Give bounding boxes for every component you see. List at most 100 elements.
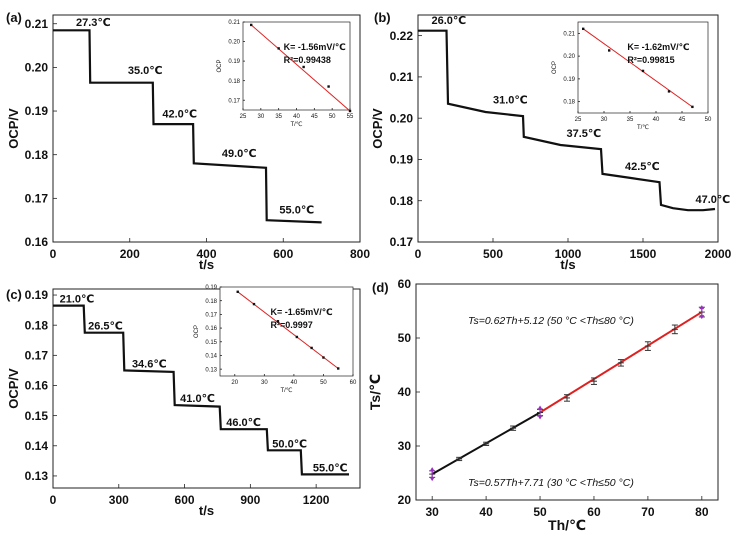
inset-y-tick-label: 0.19: [205, 285, 217, 291]
y-axis-label: OCP/V: [6, 108, 21, 149]
fit-equation-low: Ts=0.57Th+7.71 (30 °C <Th≤50 °C): [468, 477, 634, 489]
inset-data-point: [302, 65, 305, 69]
inset-y-tick-label: 0.13: [205, 367, 217, 373]
temperature-label: 26.5℃: [88, 321, 123, 333]
temperature-label: 47.0℃: [696, 194, 731, 206]
x-tick-label: 1200: [303, 493, 330, 507]
x-tick-label: 600: [175, 493, 195, 507]
temperature-label: 31.0℃: [493, 95, 528, 107]
inset-data-point: [250, 23, 253, 27]
series-line: [53, 304, 349, 476]
inset-x-tick-label: 35: [275, 114, 282, 120]
x-tick-label: 200: [120, 247, 140, 261]
x-tick-label: 40: [479, 505, 493, 519]
temperature-label: 55.0℃: [313, 462, 348, 474]
x-tick-label: 800: [350, 247, 370, 261]
y-axis-label: Ts/℃: [367, 374, 383, 410]
fit-equation-high: Ts=0.62Th+5.12 (50 °C <Th≤80 °C): [468, 315, 634, 327]
axes: 0 300 600 900 1200 0.13 0.14 0.15 0.16 0.17 0.18 0.…: [25, 288, 361, 507]
y-tick-label: 20: [398, 493, 412, 507]
inset-y-tick-label: 0.21: [228, 20, 240, 26]
y-tick-label: 0.14: [25, 439, 49, 453]
y-tick-label: 60: [398, 277, 412, 291]
x-tick-label: 400: [196, 247, 216, 261]
inset-data-point: [641, 69, 645, 73]
y-tick-label: 30: [398, 439, 412, 453]
y-tick-label: 0.16: [25, 235, 49, 249]
y-tick-label: 0.19: [390, 153, 414, 167]
inset-y-tick-label: 0.17: [228, 98, 240, 104]
outlier-marker: [429, 467, 435, 482]
inset-fit-text: K= -1.56mV/℃: [284, 42, 346, 52]
inset-y-tick-label: 0.16: [205, 326, 217, 332]
inset-plot-frame: [219, 286, 354, 377]
y-tick-label: 0.21: [390, 70, 414, 84]
x-tick-label: 30: [425, 505, 439, 519]
plot-frame: [52, 288, 361, 489]
series-line: [418, 29, 716, 212]
inset-x-tick-label: 50: [329, 114, 336, 120]
inset-data-point: [667, 90, 671, 93]
inset-x-axis-label: T/℃: [280, 387, 292, 394]
y-tick-label: 0.16: [25, 379, 49, 393]
inset-y-axis-label: OCP: [194, 325, 200, 338]
temperature-label: 26.0℃: [432, 15, 467, 27]
inset-y-tick-label: 0.18: [563, 100, 575, 106]
inset-data-point: [348, 109, 352, 113]
y-tick-label: 0.19: [25, 288, 49, 302]
inset-y-tick-label: 0.21: [563, 31, 575, 37]
inset-x-tick-label: 45: [311, 114, 318, 120]
inset-fit-line: [582, 28, 693, 108]
temperature-label: 50.0℃: [272, 438, 307, 450]
y-axis-label: OCP/V: [6, 368, 21, 409]
inset-x-tick-label: 35: [627, 117, 634, 123]
y-tick-label: 0.18: [25, 148, 49, 162]
temperature-label: 55.0℃: [279, 205, 314, 217]
inset-fit-line: [250, 24, 351, 112]
inset-x-tick-label: 55: [347, 114, 354, 120]
y-axis-label: OCP/V: [370, 108, 385, 149]
inset-data-point: [310, 346, 313, 350]
x-axis-label: t/s: [199, 503, 214, 518]
x-tick-label: 2000: [705, 247, 732, 261]
inset-axes: 20 30 40 50 60 0.13 0.14 0.15 0.16 0.17 0.18 0.19: [205, 285, 357, 386]
inset-axes: 25 30 35 40 45 50 0.18 0.19 0.20 0.21: [563, 21, 712, 123]
temperature-label: 41.0℃: [180, 393, 215, 405]
panel-label: (c): [6, 287, 22, 302]
inset-y-axis-label: OCP: [552, 61, 558, 74]
series-line: [53, 29, 322, 224]
inset-data-point: [236, 290, 239, 293]
temperature-label: 37.5℃: [567, 128, 602, 140]
inset-data-point: [295, 335, 299, 339]
y-tick-label: 0.18: [25, 318, 49, 332]
inset-x-tick-label: 50: [705, 117, 712, 123]
x-tick-label: 0: [50, 493, 57, 507]
inset-y-tick-label: 0.14: [205, 354, 217, 360]
x-tick-label: 600: [273, 247, 293, 261]
inset-x-tick-label: 30: [601, 117, 608, 123]
temperature-label: 27.3℃: [76, 17, 111, 29]
inset-background: [578, 22, 708, 113]
panel-label: (d): [372, 280, 389, 295]
inset-y-tick-label: 0.19: [228, 59, 240, 65]
inset-data-point: [276, 320, 280, 323]
panel-label: (a): [6, 10, 22, 25]
y-tick-label: 0.21: [25, 17, 49, 31]
y-tick-label: 0.22: [390, 29, 414, 43]
y-tick-label: 0.20: [390, 111, 414, 125]
inset-x-tick-label: 40: [653, 117, 660, 123]
temperature-label: 42.5℃: [625, 161, 660, 173]
y-tick-label: 0.15: [25, 409, 49, 423]
inset-x-tick-label: 60: [350, 380, 357, 386]
inset-x-axis-label: T/℃: [637, 124, 649, 131]
x-tick-label: 80: [695, 505, 709, 519]
inset-x-tick-label: 20: [231, 380, 238, 386]
temperature-label: 46.0℃: [226, 417, 261, 429]
outlier-marker: [699, 305, 705, 320]
y-tick-label: 0.17: [390, 235, 414, 249]
y-tick-label: 0.18: [390, 194, 414, 208]
temperature-label: 34.6℃: [132, 358, 167, 370]
axes: 30 40 50 60 70 80 20 30 40 50 60: [398, 277, 719, 519]
inset-data-point: [608, 49, 611, 52]
